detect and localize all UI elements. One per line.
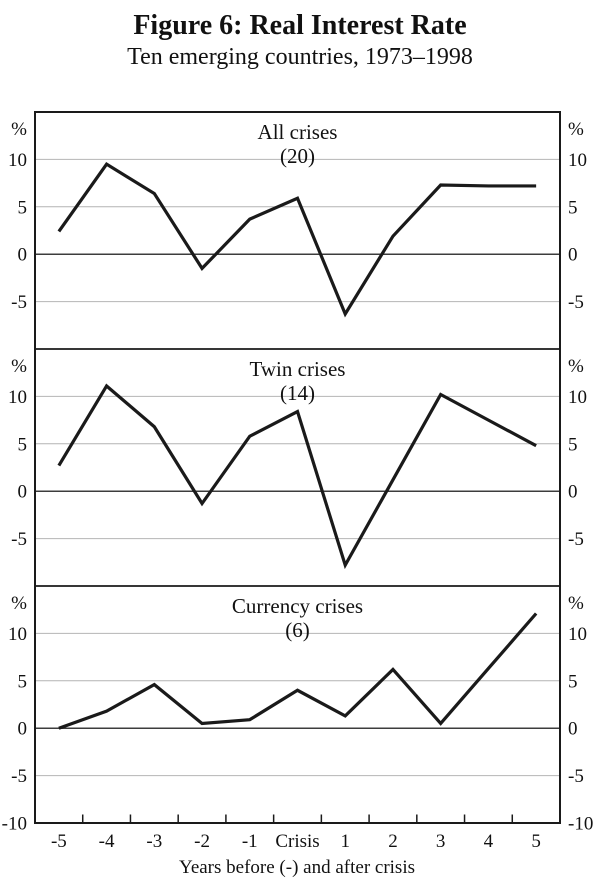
panel-count-label: (20) — [280, 144, 315, 168]
x-category-label: -4 — [99, 831, 115, 852]
ytick-label-right: 10 — [568, 150, 587, 171]
frame-rect — [34, 111, 561, 824]
ytick-label-left: -10 — [2, 814, 27, 835]
ytick-label-left: 10 — [8, 150, 27, 171]
ytick-label-right: 0 — [568, 245, 578, 266]
x-category-label: -1 — [242, 831, 258, 852]
ytick-label-left: 5 — [18, 671, 28, 692]
ytick-label-left: 0 — [18, 719, 28, 740]
panel-title: All crises — [258, 120, 338, 144]
data-line-twin-crises — [57, 383, 537, 570]
ytick-label-right: 0 — [568, 482, 578, 503]
ytick-label-right: -5 — [568, 292, 584, 313]
x-category-label: -2 — [194, 831, 210, 852]
ytick-label-left: -5 — [11, 766, 27, 787]
ytick-label-right: 5 — [568, 197, 578, 218]
x-category-label: 3 — [436, 831, 446, 852]
x-category-label: -3 — [146, 831, 162, 852]
figure-title: Figure 6: Real Interest Rate — [133, 10, 466, 41]
figure-subtitle: Ten emerging countries, 1973–1998 — [127, 44, 473, 70]
panel-currency-crises: 10 10 5 5 0 0 -5 -5 -10 -10% % Currency crises(6) — [2, 593, 594, 835]
x-category-label: -5 — [51, 831, 67, 852]
ytick-label-left: 5 — [18, 434, 28, 455]
ytick-label-right: 5 — [568, 434, 578, 455]
ytick-label-right: 5 — [568, 671, 578, 692]
ytick-label-left: 5 — [18, 197, 28, 218]
y-unit-label-left: % — [11, 356, 27, 377]
ytick-label-left: 0 — [18, 482, 28, 503]
ytick-label-right: 0 — [568, 719, 578, 740]
x-axis: -5 -4 -3 -2 -1 Crisis 1 2 3 4 5 — [51, 814, 541, 852]
panel-count-label: (6) — [285, 618, 310, 642]
x-category-label: Crisis — [275, 831, 319, 852]
x-category-label: 5 — [531, 831, 541, 852]
y-unit-label-right: % — [568, 593, 584, 614]
y-unit-label-left: % — [11, 593, 27, 614]
chart-panels: 10 10 5 5 0 0 -5 -5% % All crises(20) 10 10 5 5 0 0 -5 -5… — [2, 119, 594, 835]
x-category-label: 2 — [388, 831, 398, 852]
panel-title: Twin crises — [250, 357, 346, 381]
data-line-all-crises — [57, 161, 537, 318]
x-category-label: 4 — [484, 831, 494, 852]
ytick-label-left: 10 — [8, 624, 27, 645]
x-category-label: 1 — [340, 831, 350, 852]
chart-frame — [34, 111, 561, 824]
ytick-label-right: 10 — [568, 624, 587, 645]
ytick-label-right: -10 — [568, 814, 593, 835]
ytick-label-left: -5 — [11, 529, 27, 550]
panel-title: Currency crises — [232, 594, 363, 618]
ytick-label-right: 10 — [568, 387, 587, 408]
ytick-label-right: -5 — [568, 766, 584, 787]
panel-twin-crises: 10 10 5 5 0 0 -5 -5% % Twin crises(14) — [8, 356, 587, 570]
y-unit-label-right: % — [568, 356, 584, 377]
panel-all-crises: 10 10 5 5 0 0 -5 -5% % All crises(20) — [8, 119, 587, 318]
ytick-label-right: -5 — [568, 529, 584, 550]
panel-count-label: (14) — [280, 381, 315, 405]
ytick-label-left: 10 — [8, 387, 27, 408]
ytick-label-left: 0 — [18, 245, 28, 266]
x-axis-title: Years before (-) and after crisis — [179, 857, 415, 878]
data-line-currency-crises — [58, 612, 538, 730]
ytick-label-left: -5 — [11, 292, 27, 313]
y-unit-label-left: % — [11, 119, 27, 140]
y-unit-label-right: % — [568, 119, 584, 140]
